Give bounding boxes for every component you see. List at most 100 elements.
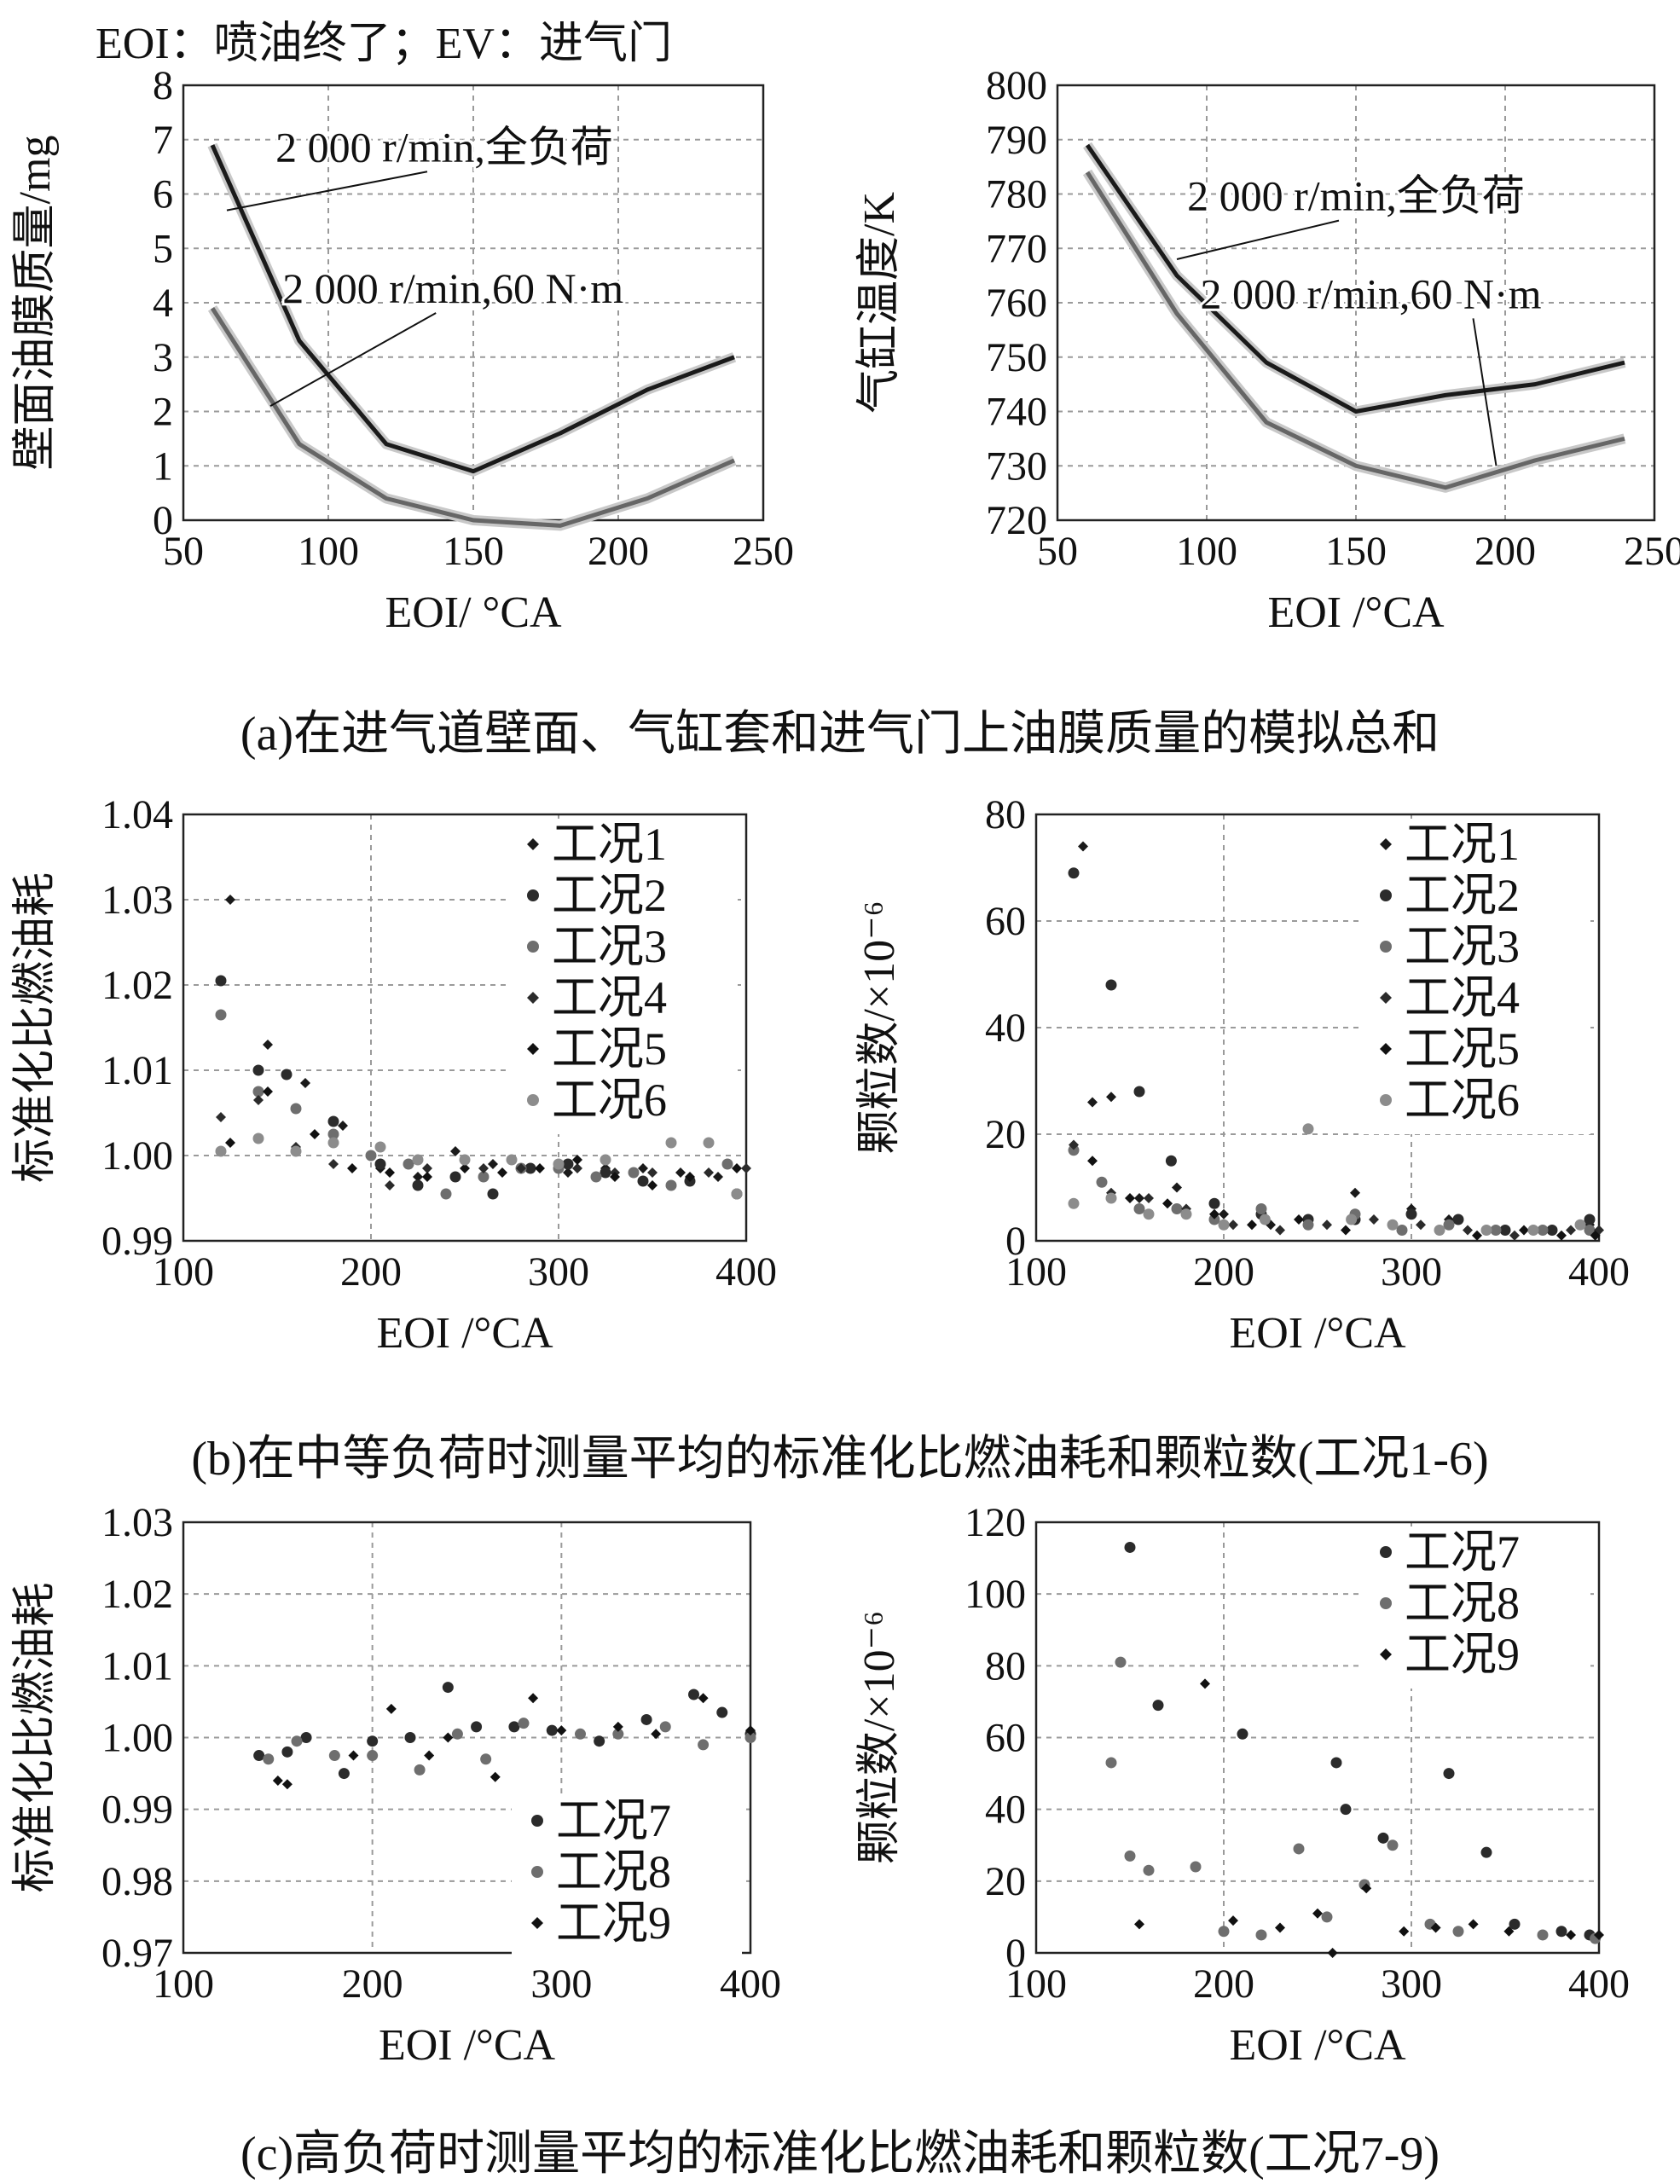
legend-label: 工况5 — [1405, 1023, 1520, 1075]
legend-box — [1360, 819, 1590, 1134]
data-point — [225, 1138, 235, 1148]
data-point — [716, 1706, 728, 1718]
data-point — [328, 1159, 339, 1169]
data-point — [1416, 1219, 1426, 1231]
legend-label: 工况2 — [1405, 870, 1520, 921]
legend-label: 工况2 — [552, 870, 667, 921]
x-axis-label: EOI /°CA — [376, 1309, 553, 1358]
series-line-1 — [1085, 143, 1625, 414]
legend-marker — [531, 1866, 543, 1878]
caption-b: (b)在中等负荷时测量平均的标准化比燃油耗和颗粒数(工况1-6) — [191, 1433, 1489, 1486]
legend-label: 工况6 — [1405, 1075, 1520, 1126]
data-point — [215, 1145, 227, 1157]
annotation-label: 2 000 r/min,60 N·m — [1201, 269, 1542, 317]
data-point — [1275, 1225, 1285, 1236]
data-point — [1165, 1155, 1177, 1167]
data-point — [1209, 1208, 1219, 1219]
data-point — [1208, 1214, 1220, 1225]
data-point — [300, 1078, 310, 1088]
data-point — [471, 1721, 483, 1733]
data-point — [310, 1129, 320, 1139]
data-point — [281, 1779, 293, 1790]
legend-box — [507, 819, 738, 1134]
legend-marker — [527, 1043, 539, 1055]
data-point — [1302, 1123, 1314, 1135]
data-point — [1134, 1193, 1144, 1203]
y-axis-label: 气缸温度/K — [854, 192, 904, 414]
legend-marker — [1380, 992, 1392, 1004]
data-point — [252, 1086, 264, 1098]
data-point — [1228, 1219, 1238, 1231]
legend-marker — [1380, 1094, 1392, 1106]
data-point — [263, 1040, 273, 1050]
data-point — [1452, 1214, 1464, 1225]
data-point — [478, 1171, 490, 1183]
legend-label: 工况8 — [556, 1846, 671, 1897]
y-tick-label: 1.02 — [101, 963, 173, 1008]
data-point — [347, 1163, 357, 1173]
data-point — [215, 975, 227, 987]
legend-marker — [1380, 889, 1392, 901]
data-point — [640, 1713, 652, 1725]
data-point — [488, 1159, 498, 1169]
data-point — [1078, 841, 1088, 852]
data-point — [1405, 1208, 1417, 1220]
data-point — [600, 1154, 611, 1166]
chart-a-right: 50 100 150 200 250 720 730 740 750 760 770 780 790 80… — [854, 63, 1680, 637]
x-axis-label: EOI /°CA — [1229, 1309, 1406, 1358]
data-point — [698, 1693, 709, 1704]
data-point — [1566, 1225, 1576, 1236]
caption-a: (a)在进气道壁面、气缸套和进气门上油膜质量的模拟总和 — [240, 708, 1440, 761]
legend-marker — [1380, 1597, 1392, 1609]
data-point — [1468, 1919, 1479, 1930]
plot-frame — [182, 813, 748, 1243]
data-point — [1340, 1804, 1352, 1816]
data-point — [412, 1154, 424, 1166]
x-axis-label: EOI /°CA — [379, 2021, 556, 2070]
data-point — [1180, 1208, 1192, 1220]
data-point — [263, 1753, 275, 1765]
data-point — [1527, 1225, 1539, 1236]
x-tick-label: 100 — [1176, 529, 1237, 574]
y-tick-label: 6 — [153, 172, 173, 217]
legend-marker — [527, 889, 539, 901]
data-point — [647, 1180, 658, 1190]
legend-marker — [1380, 1648, 1392, 1660]
data-point — [516, 1163, 526, 1173]
y-tick-label: 0.99 — [101, 1219, 173, 1264]
data-point — [300, 1732, 312, 1743]
data-point — [1302, 1219, 1314, 1231]
legend-marker — [531, 1917, 543, 1929]
chart-c-left: 100 200 300 400 0.97 0.98 0.99 1.00 1.01 1.02 1.03… — [11, 1500, 781, 2070]
data-point — [1399, 1926, 1410, 1937]
data-point — [610, 1172, 620, 1182]
data-point — [1134, 1919, 1144, 1930]
data-point — [252, 1064, 264, 1076]
y-tick-label: 0 — [1005, 1219, 1026, 1264]
data-point — [367, 1735, 379, 1747]
data-point — [713, 1172, 723, 1182]
data-point — [1509, 1918, 1521, 1930]
data-point — [528, 1693, 539, 1704]
data-point — [590, 1171, 602, 1183]
data-point — [600, 1167, 611, 1179]
data-point — [556, 1725, 567, 1736]
x-tick-label: 150 — [1325, 529, 1387, 574]
legend-label: 工况8 — [1405, 1578, 1520, 1629]
data-point — [1503, 1926, 1515, 1937]
legend-marker — [527, 838, 539, 850]
data-point — [385, 1703, 397, 1714]
y-tick-label: 60 — [985, 899, 1026, 944]
data-point — [1143, 1864, 1155, 1876]
data-point — [459, 1154, 471, 1166]
data-point — [414, 1764, 426, 1776]
data-point — [1293, 1843, 1305, 1855]
data-point — [443, 1732, 454, 1743]
annotation-leader — [1472, 318, 1498, 466]
data-point — [572, 1163, 582, 1173]
data-point — [703, 1137, 715, 1149]
data-point — [327, 1115, 339, 1127]
data-point — [659, 1721, 671, 1733]
data-point — [1294, 1214, 1304, 1225]
y-axis-label: 颗粒数/×10⁻⁶ — [855, 1611, 904, 1864]
